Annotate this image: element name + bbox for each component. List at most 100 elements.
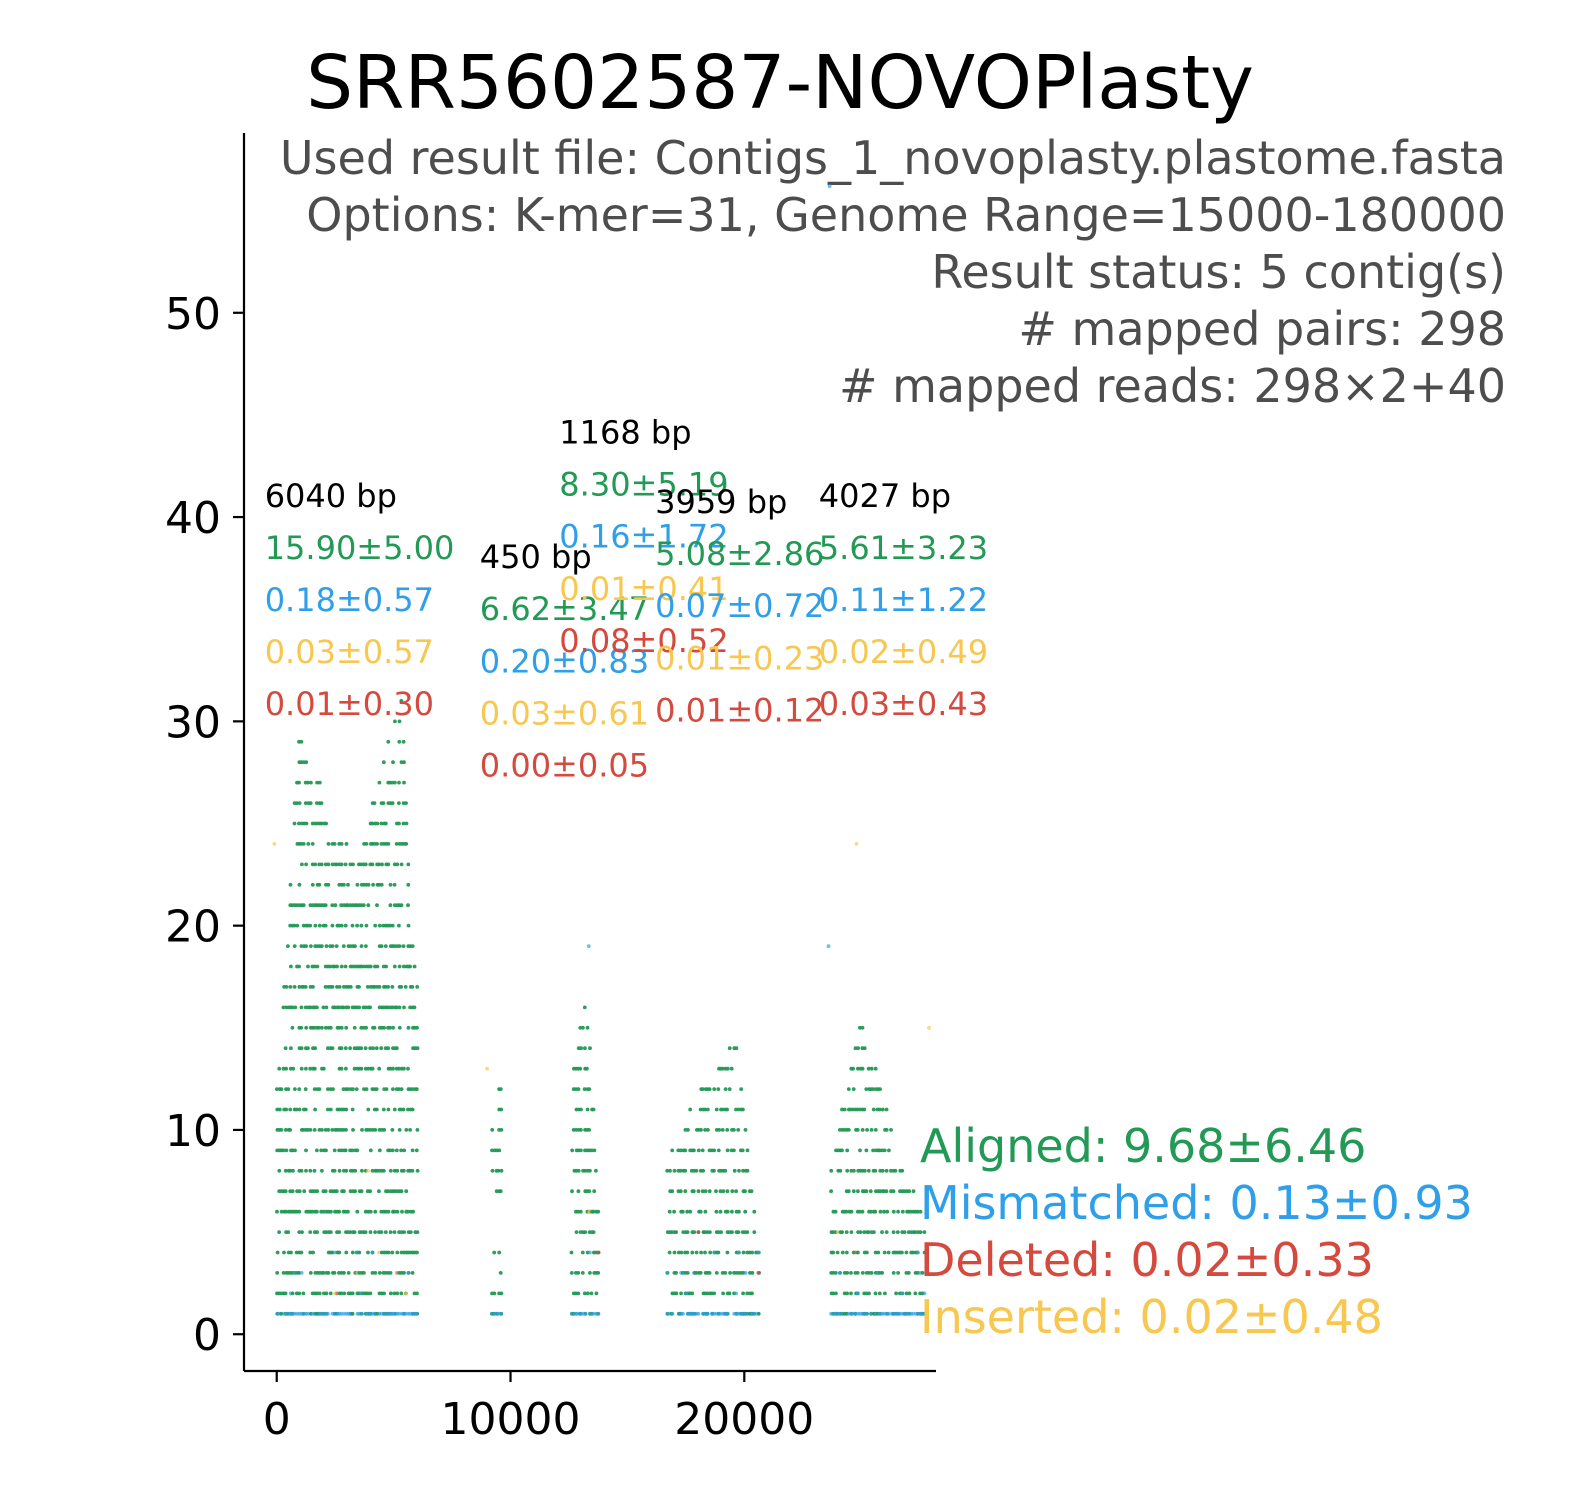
y-tick-label: 50 xyxy=(165,289,221,340)
aligned-point xyxy=(922,1250,927,1255)
aligned-point xyxy=(869,1271,874,1275)
aligned-point xyxy=(391,1025,395,1030)
aligned-point xyxy=(323,903,328,908)
aligned-point xyxy=(386,985,390,989)
aligned-point xyxy=(594,1168,598,1173)
aligned-point xyxy=(368,1209,373,1214)
aligned-point xyxy=(580,1271,585,1275)
aligned-point xyxy=(375,964,380,969)
aligned-point xyxy=(311,985,315,989)
aligned-point xyxy=(364,842,369,846)
aligned-point xyxy=(363,862,368,867)
aligned-point xyxy=(696,1148,701,1153)
aligned-point xyxy=(346,1087,350,1091)
aligned-point xyxy=(295,1189,299,1194)
aligned-point xyxy=(402,1230,406,1234)
aligned-point xyxy=(279,1311,284,1316)
aligned-point xyxy=(718,1209,723,1214)
aligned-point xyxy=(667,1250,672,1255)
aligned-point xyxy=(370,1168,375,1173)
mismatched-point xyxy=(922,1291,927,1296)
aligned-point xyxy=(679,1250,684,1255)
contig-aligned-label: 15.90±5.00 xyxy=(265,529,455,567)
aligned-point xyxy=(871,1148,875,1153)
aligned-point xyxy=(323,985,328,989)
contig-deleted-label: 0.01±0.30 xyxy=(265,685,434,723)
aligned-point xyxy=(304,1025,309,1030)
aligned-point xyxy=(312,1128,317,1132)
aligned-point xyxy=(330,923,335,928)
aligned-point xyxy=(308,923,313,928)
aligned-point xyxy=(401,964,406,969)
aligned-point xyxy=(674,1291,679,1296)
aligned-point xyxy=(337,1230,342,1234)
aligned-point xyxy=(497,1250,502,1255)
aligned-point xyxy=(869,1066,874,1071)
contig-inserted-label: 0.01±0.41 xyxy=(559,570,728,608)
aligned-point xyxy=(756,1311,761,1316)
aligned-point xyxy=(281,1066,286,1071)
aligned-point xyxy=(277,1107,282,1112)
aligned-point xyxy=(672,1250,677,1255)
aligned-point xyxy=(871,1107,876,1112)
aligned-point xyxy=(364,923,369,928)
y-tick-label: 30 xyxy=(165,697,221,748)
aligned-point xyxy=(732,1148,736,1153)
aligned-point xyxy=(399,1189,404,1194)
aligned-point xyxy=(492,1250,497,1255)
aligned-point xyxy=(918,1209,923,1214)
aligned-point xyxy=(283,1168,288,1173)
aligned-point xyxy=(589,1291,594,1296)
aligned-point xyxy=(301,842,306,846)
mismatched-point xyxy=(670,1311,675,1316)
aligned-point xyxy=(301,1291,306,1296)
aligned-point xyxy=(699,1128,703,1132)
aligned-point xyxy=(400,1209,404,1214)
aligned-point xyxy=(690,1291,695,1296)
aligned-point xyxy=(330,944,335,948)
aligned-point xyxy=(295,801,299,805)
aligned-point xyxy=(844,1250,849,1255)
deleted-point xyxy=(596,1250,601,1255)
aligned-point xyxy=(395,1291,400,1296)
aligned-point xyxy=(375,821,380,826)
mismatched-point xyxy=(332,1250,337,1255)
aligned-point xyxy=(317,882,322,887)
aligned-point xyxy=(913,1230,918,1234)
aligned-point xyxy=(368,964,373,969)
mismatched-point xyxy=(360,1311,364,1316)
aligned-point xyxy=(360,1168,364,1173)
aligned-point xyxy=(386,739,391,744)
aligned-point xyxy=(692,1148,696,1153)
aligned-point xyxy=(856,1189,860,1194)
aligned-point xyxy=(849,1271,853,1275)
aligned-point xyxy=(317,923,322,928)
aligned-point xyxy=(406,1066,410,1071)
aligned-point xyxy=(698,1107,703,1112)
aligned-point xyxy=(880,1168,885,1173)
aligned-point xyxy=(730,1230,734,1234)
contig-deleted-label: 0.03±0.43 xyxy=(819,685,988,723)
aligned-point xyxy=(312,1087,317,1091)
aligned-point xyxy=(583,1046,587,1051)
aligned-point xyxy=(725,1189,730,1194)
aligned-point xyxy=(873,1066,878,1071)
aligned-point xyxy=(846,1189,851,1194)
aligned-point xyxy=(368,1046,373,1051)
aligned-point xyxy=(373,1230,377,1234)
aligned-point xyxy=(390,1250,395,1255)
aligned-point xyxy=(676,1250,681,1255)
aligned-point xyxy=(385,1005,390,1010)
aligned-point xyxy=(377,1189,381,1194)
aligned-point xyxy=(337,1005,342,1010)
aligned-point xyxy=(392,903,397,908)
aligned-point xyxy=(688,1107,693,1112)
aligned-point xyxy=(368,1230,373,1234)
aligned-point xyxy=(323,862,328,867)
aligned-point xyxy=(410,1148,415,1153)
contig-mismatched-label: 0.16±1.72 xyxy=(559,518,728,556)
aligned-point xyxy=(902,1189,907,1194)
aligned-point xyxy=(301,903,306,908)
aligned-point xyxy=(725,1107,729,1112)
aligned-point xyxy=(873,1250,878,1255)
